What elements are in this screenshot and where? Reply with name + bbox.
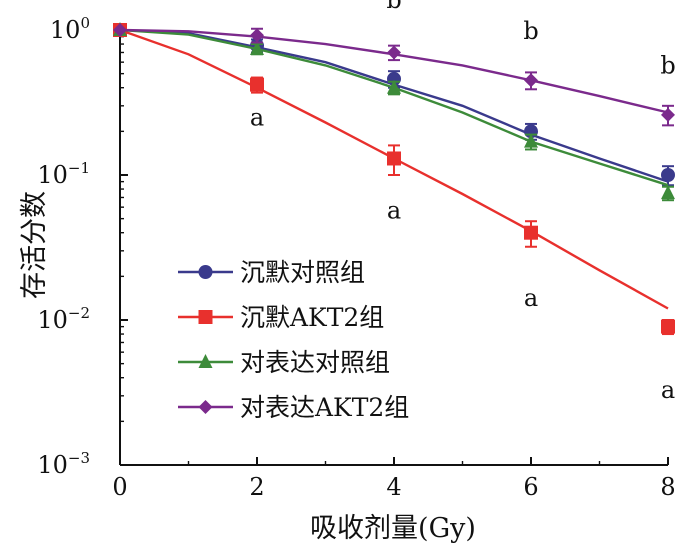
x-tick-label: 0 <box>112 473 127 501</box>
y-tick-base: 10 <box>37 451 68 479</box>
legend-label: 沉默对照组 <box>240 258 365 287</box>
y-tick-exponent: −3 <box>68 449 90 467</box>
y-tick-label: 10−3 <box>37 449 90 479</box>
data-point <box>250 28 264 43</box>
x-tick-label: 4 <box>386 473 401 501</box>
significance-label: b <box>523 17 538 45</box>
legend-marker <box>198 265 213 279</box>
legend-marker <box>198 354 213 368</box>
y-tick-exponent: −2 <box>68 304 90 322</box>
significance-label: a <box>250 103 264 131</box>
legend-entry: 对表达AKT2组 <box>178 393 409 422</box>
series-2 <box>113 23 675 336</box>
plot-area: 10010−110−210−302468aaaabbb沉默对照组沉默AKT2组对… <box>37 0 675 501</box>
data-point <box>387 79 401 94</box>
x-tick-label: 8 <box>660 473 675 501</box>
legend-entry: 沉默AKT2组 <box>178 303 384 332</box>
legend-marker <box>198 310 213 324</box>
legend-entry: 沉默对照组 <box>178 258 365 287</box>
data-point <box>661 107 675 122</box>
series-3 <box>113 22 675 202</box>
data-point <box>387 45 401 60</box>
y-tick-exponent: −1 <box>68 159 90 177</box>
y-tick-label: 10−1 <box>37 159 90 189</box>
data-point <box>387 151 401 166</box>
y-tick-base: 10 <box>37 306 68 334</box>
legend-label: 对表达AKT2组 <box>240 393 409 422</box>
y-axis-title-text: 存活分数 <box>19 191 50 299</box>
significance-label: a <box>387 197 401 225</box>
data-point <box>524 133 538 148</box>
legend-label: 沉默AKT2组 <box>240 303 384 332</box>
x-axis-title: 吸收剂量(Gy) <box>310 513 476 544</box>
data-point <box>250 77 264 92</box>
data-point <box>661 185 675 200</box>
legend-entry: 对表达对照组 <box>178 348 390 377</box>
y-tick-exponent: 0 <box>80 14 90 32</box>
data-point <box>250 40 264 55</box>
y-tick-label: 10−2 <box>37 304 90 334</box>
y-tick-label: 100 <box>50 14 90 44</box>
x-tick-label: 2 <box>249 473 264 501</box>
y-tick-base: 10 <box>50 16 81 44</box>
y-tick-base: 10 <box>37 161 68 189</box>
data-point <box>661 319 675 334</box>
series-4 <box>113 23 675 127</box>
significance-label: b <box>386 0 401 14</box>
significance-label: b <box>660 52 675 80</box>
data-point <box>524 225 538 240</box>
data-point <box>661 168 675 182</box>
data-point <box>524 73 538 88</box>
y-axis-title: 存活分数 <box>19 191 50 299</box>
legend-label: 对表达对照组 <box>240 348 390 377</box>
legend-marker <box>198 400 213 414</box>
data-point <box>113 23 127 37</box>
significance-label: a <box>524 284 538 312</box>
x-tick-label: 6 <box>523 473 538 501</box>
significance-label: a <box>661 376 675 404</box>
